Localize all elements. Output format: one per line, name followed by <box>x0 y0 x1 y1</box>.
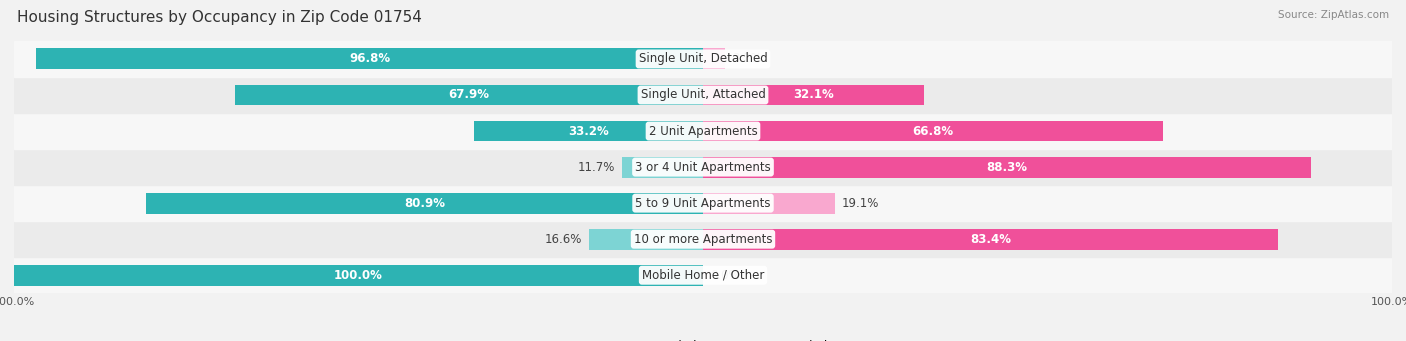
Text: 66.8%: 66.8% <box>912 124 953 137</box>
Text: 5 to 9 Unit Apartments: 5 to 9 Unit Apartments <box>636 197 770 210</box>
Text: 19.1%: 19.1% <box>841 197 879 210</box>
Text: 10 or more Apartments: 10 or more Apartments <box>634 233 772 246</box>
Text: Source: ZipAtlas.com: Source: ZipAtlas.com <box>1278 10 1389 20</box>
Bar <box>703 85 924 105</box>
Bar <box>14 221 1392 257</box>
Bar <box>703 229 1278 250</box>
Bar <box>14 265 703 286</box>
Text: 11.7%: 11.7% <box>578 161 616 174</box>
Bar <box>14 41 1392 77</box>
Text: 3 or 4 Unit Apartments: 3 or 4 Unit Apartments <box>636 161 770 174</box>
Text: Mobile Home / Other: Mobile Home / Other <box>641 269 765 282</box>
Legend: Owner-occupied, Renter-occupied: Owner-occupied, Renter-occupied <box>572 336 834 341</box>
Text: 33.2%: 33.2% <box>568 124 609 137</box>
Text: 3.2%: 3.2% <box>733 53 762 65</box>
Text: 96.8%: 96.8% <box>349 53 389 65</box>
Bar <box>623 157 703 178</box>
Bar <box>14 113 1392 149</box>
Bar <box>235 85 703 105</box>
Bar <box>703 157 1312 178</box>
Text: 83.4%: 83.4% <box>970 233 1011 246</box>
Text: Housing Structures by Occupancy in Zip Code 01754: Housing Structures by Occupancy in Zip C… <box>17 10 422 25</box>
Bar <box>703 193 835 213</box>
Text: 80.9%: 80.9% <box>404 197 444 210</box>
Bar <box>14 77 1392 113</box>
Text: 67.9%: 67.9% <box>449 89 489 102</box>
Text: Single Unit, Attached: Single Unit, Attached <box>641 89 765 102</box>
Text: 88.3%: 88.3% <box>987 161 1028 174</box>
Bar <box>146 193 703 213</box>
Bar <box>14 185 1392 221</box>
Text: 2 Unit Apartments: 2 Unit Apartments <box>648 124 758 137</box>
Bar <box>14 149 1392 185</box>
Bar <box>589 229 703 250</box>
Bar <box>474 121 703 142</box>
Text: 100.0%: 100.0% <box>335 269 382 282</box>
Bar <box>14 257 1392 293</box>
Bar <box>37 48 703 70</box>
Text: 0.0%: 0.0% <box>710 269 740 282</box>
Text: 16.6%: 16.6% <box>544 233 582 246</box>
Text: 32.1%: 32.1% <box>793 89 834 102</box>
Bar <box>703 48 725 70</box>
Bar <box>703 121 1163 142</box>
Text: Single Unit, Detached: Single Unit, Detached <box>638 53 768 65</box>
